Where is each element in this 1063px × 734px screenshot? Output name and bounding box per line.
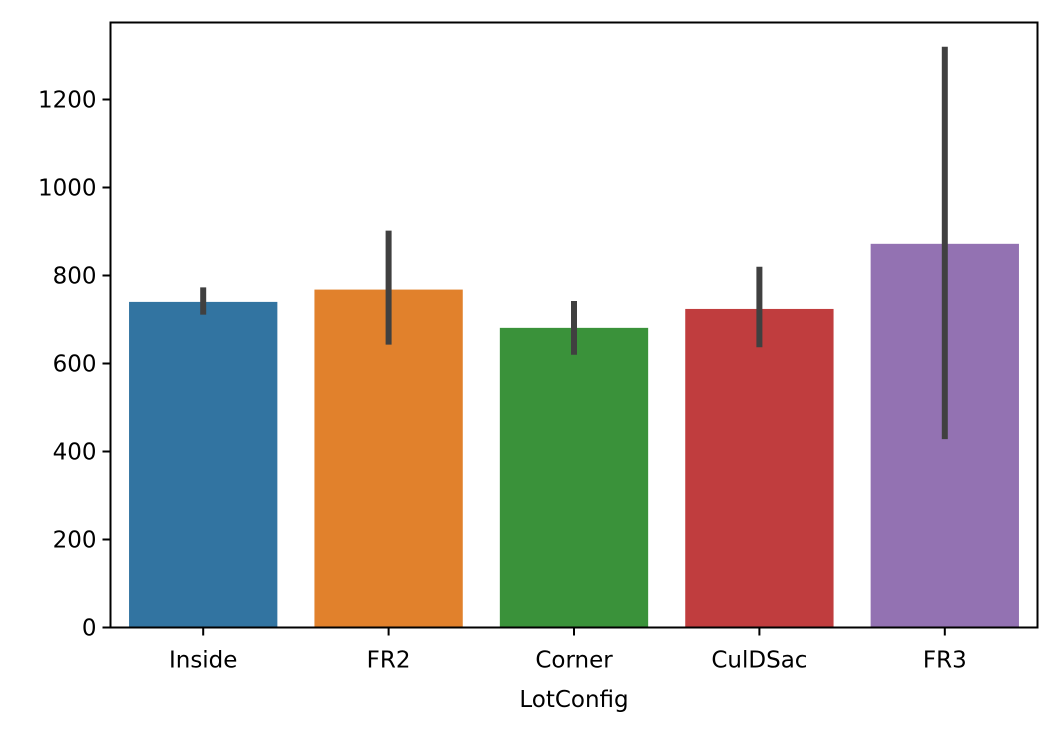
x-tick-label-corner: Corner: [535, 648, 613, 674]
bar-inside: [129, 301, 278, 628]
x-axis: Inside FR2 Corner CulDSac FR3: [169, 627, 967, 674]
y-tick-label-400: 400: [53, 440, 97, 466]
bar-fr2: [314, 289, 463, 628]
x-tick-label-fr3: FR3: [923, 648, 967, 674]
x-tick-label-culdsac: CulDSac: [711, 648, 807, 674]
y-tick-label-800: 800: [53, 264, 97, 290]
x-tick-label-inside: Inside: [169, 648, 237, 674]
error-bars-layer: [200, 46, 948, 440]
x-tick-label-fr2: FR2: [367, 648, 411, 674]
bar-corner: [499, 327, 649, 628]
x-axis-label: LotConfig: [519, 687, 628, 713]
y-tick-label-600: 600: [53, 352, 97, 378]
y-tick-label-1000: 1000: [38, 176, 97, 202]
bar-culdsac: [685, 308, 834, 628]
y-axis: 0 200 400 600 800 1000 1200: [38, 88, 111, 642]
y-tick-label-0: 0: [82, 616, 97, 642]
y-tick-label-1200: 1200: [38, 88, 97, 114]
y-tick-label-200: 200: [53, 528, 97, 554]
